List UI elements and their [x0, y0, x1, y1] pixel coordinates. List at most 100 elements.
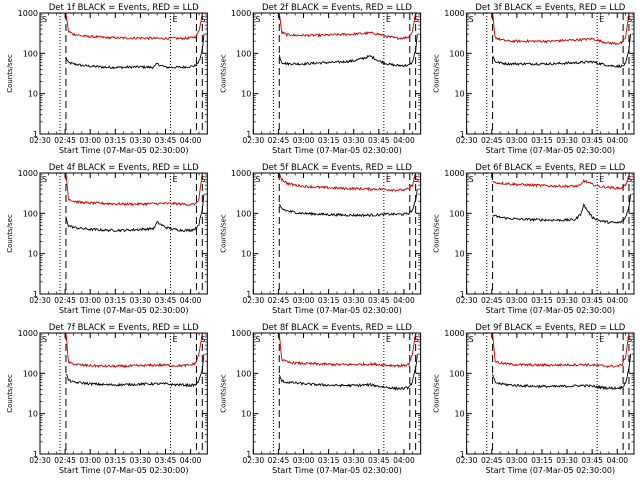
- x-tick-label: 02:30: [456, 296, 478, 305]
- y-tick-label: 10: [28, 250, 38, 259]
- start-marker-label-right: S: [627, 335, 632, 344]
- end-marker-label: E: [599, 175, 604, 184]
- series-line-events: [65, 194, 205, 233]
- x-tick-label: 03:00: [79, 456, 101, 465]
- series-line-lld: [278, 13, 418, 40]
- x-axis-label: Start Time (07-Mar-05 02:30:00): [59, 306, 189, 315]
- x-axis-label: Start Time (07-Mar-05 02:30:00): [486, 306, 616, 315]
- x-tick-label: 02:45: [54, 136, 76, 145]
- series-line-lld: [65, 333, 204, 369]
- y-tick-label: 1000: [444, 329, 464, 338]
- y-tick-label: 100: [236, 49, 251, 58]
- plot-frame: [466, 172, 635, 295]
- x-tick-label: 02:45: [481, 456, 503, 465]
- x-tick-label: 03:45: [581, 296, 603, 305]
- x-tick-label: 02:45: [54, 456, 76, 465]
- end-marker-label: E: [173, 335, 178, 344]
- y-tick-label: 1: [33, 130, 38, 139]
- panel-title: Det 8f BLACK = Events, RED = LLD: [262, 323, 412, 333]
- plot-frame: [252, 12, 422, 135]
- x-tick-label: 03:45: [581, 456, 603, 465]
- panel-title: Det 5f BLACK = Events, RED = LLD: [262, 163, 412, 173]
- y-tick-label: 10: [241, 410, 251, 419]
- plot-frame: [39, 332, 208, 455]
- series-line-events: [278, 189, 418, 218]
- x-tick-label: 02:45: [481, 136, 503, 145]
- panel-title: Det 6f BLACK = Events, RED = LLD: [475, 163, 625, 173]
- x-tick-label: 03:00: [293, 136, 315, 145]
- series-line-lld: [278, 333, 418, 368]
- start-marker-label-right: S: [414, 175, 419, 184]
- start-marker-label: S: [255, 15, 260, 24]
- x-tick-label: 03:15: [104, 296, 126, 305]
- x-tick-label: 03:30: [130, 296, 152, 305]
- x-tick-label: 04:00: [180, 136, 202, 145]
- y-tick-label: 100: [449, 49, 464, 58]
- y-axis-label: Counts/sec: [6, 214, 14, 253]
- x-tick-label: 02:30: [456, 136, 478, 145]
- start-marker-label-right: S: [627, 175, 632, 184]
- end-marker-label: E: [599, 335, 604, 344]
- x-tick-label: 03:15: [104, 136, 126, 145]
- start-marker-label-right: S: [414, 335, 419, 344]
- x-axis-label: Start Time (07-Mar-05 02:30:00): [59, 146, 189, 155]
- x-tick-label: 03:45: [155, 456, 177, 465]
- plot-frame: [466, 332, 635, 455]
- x-tick-label: 03:30: [343, 136, 365, 145]
- y-tick-label: 1: [460, 130, 465, 139]
- plot-frame: [466, 12, 635, 135]
- start-marker-label: S: [42, 335, 47, 344]
- y-tick-label: 10: [28, 90, 38, 99]
- y-tick-label: 1000: [18, 329, 38, 338]
- end-marker-label: E: [386, 335, 391, 344]
- x-tick-label: 04:00: [393, 296, 415, 305]
- y-tick-label: 10: [241, 90, 251, 99]
- y-axis-label: Counts/sec: [6, 374, 14, 413]
- y-tick-label: 1: [33, 290, 38, 299]
- y-tick-label: 10: [454, 410, 464, 419]
- start-marker-label: S: [469, 335, 474, 344]
- x-tick-label: 02:30: [243, 296, 265, 305]
- y-tick-label: 100: [23, 209, 38, 218]
- x-tick-label: 03:15: [318, 296, 340, 305]
- y-axis-label: Counts/sec: [6, 54, 14, 93]
- y-tick-label: 1: [246, 450, 251, 459]
- x-axis-label: Start Time (07-Mar-05 02:30:00): [272, 466, 402, 475]
- series-line-lld: [65, 13, 204, 41]
- y-axis-label: Counts/sec: [219, 214, 227, 253]
- end-marker-label: E: [386, 15, 391, 24]
- start-marker-label-right: S: [414, 15, 419, 24]
- x-tick-label: 02:30: [29, 136, 51, 145]
- y-axis-label: Counts/sec: [219, 54, 227, 93]
- x-tick-label: 03:00: [293, 296, 315, 305]
- y-tick-label: 1000: [231, 329, 251, 338]
- y-tick-label: 1: [33, 450, 38, 459]
- y-tick-label: 1000: [18, 169, 38, 178]
- y-tick-label: 10: [454, 250, 464, 259]
- x-tick-label: 03:30: [556, 296, 578, 305]
- y-tick-label: 1000: [231, 9, 251, 18]
- y-tick-label: 100: [449, 209, 464, 218]
- x-tick-label: 03:15: [104, 456, 126, 465]
- y-tick-label: 1: [460, 290, 465, 299]
- y-tick-label: 100: [23, 49, 38, 58]
- x-tick-label: 03:15: [531, 456, 553, 465]
- x-tick-label: 03:15: [531, 136, 553, 145]
- series-line-lld: [492, 13, 631, 46]
- x-tick-label: 04:00: [606, 456, 628, 465]
- series-line-lld: [492, 333, 631, 368]
- y-tick-label: 1: [246, 290, 251, 299]
- y-tick-label: 1000: [231, 169, 251, 178]
- x-tick-label: 02:30: [29, 456, 51, 465]
- plot-frame: [39, 172, 208, 295]
- end-marker-label: E: [386, 175, 391, 184]
- y-tick-label: 10: [454, 90, 464, 99]
- start-marker-label-right: S: [200, 15, 205, 24]
- x-tick-label: 03:00: [79, 136, 101, 145]
- y-axis-label: Counts/sec: [219, 374, 227, 413]
